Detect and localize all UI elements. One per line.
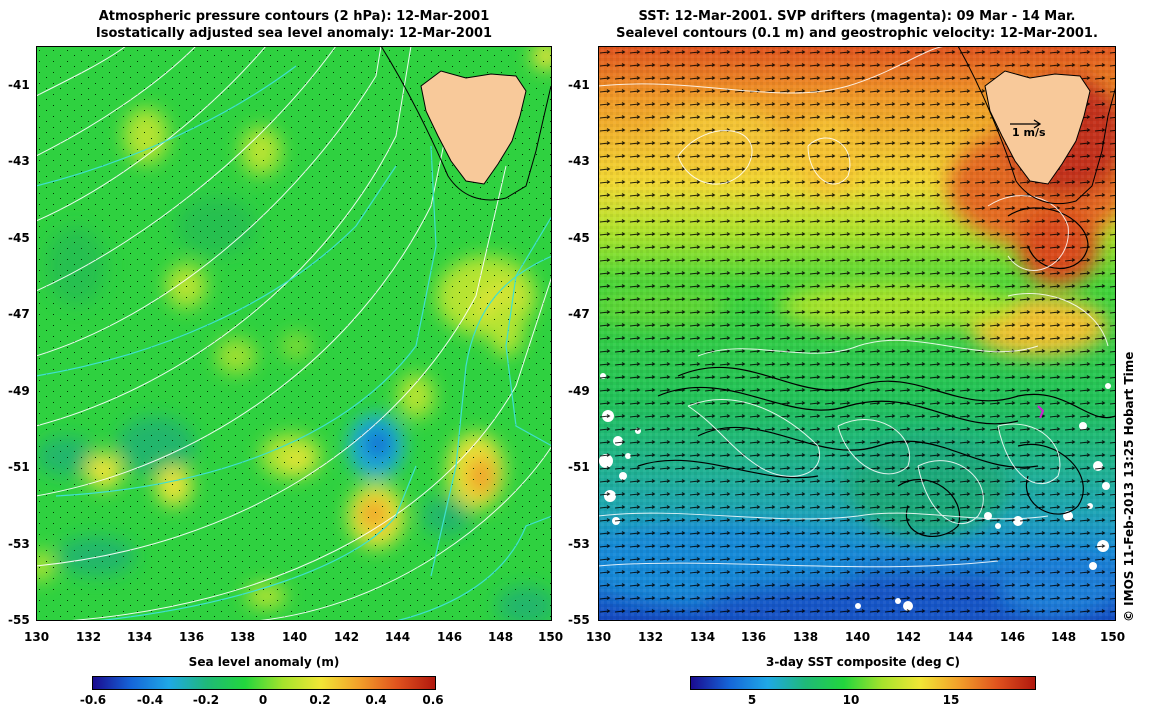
right-title: SST: 12-Mar-2001. SVP drifters (magenta)… [598, 8, 1116, 42]
lon-tick: 140 [845, 630, 871, 644]
credit-text: © IMOS 11-Feb-2013 13:25 Hobart Time [1122, 351, 1136, 622]
sst-map[interactable]: 1 m/s [598, 46, 1116, 621]
lat-tick: -55 [8, 613, 30, 627]
tasmania-land [420, 70, 527, 185]
lon-tick: 150 [1100, 630, 1126, 644]
velocity-scale-arrow [1010, 119, 1042, 129]
left-colorbar-title: Sea level anomaly (m) [188, 655, 340, 669]
lon-tick: 136 [179, 630, 205, 644]
left-title: Atmospheric pressure contours (2 hPa): 1… [36, 8, 552, 42]
colorbar-label: 0.6 [422, 693, 444, 707]
lat-tick: -47 [568, 307, 590, 321]
colorbar-label: 0.4 [365, 693, 387, 707]
lon-tick: 138 [230, 630, 256, 644]
lon-tick: 150 [538, 630, 564, 644]
left-title-line1: Atmospheric pressure contours (2 hPa): 1… [98, 9, 490, 24]
lon-tick: 132 [638, 630, 664, 644]
lon-tick: 148 [488, 630, 514, 644]
lon-tick: 130 [586, 630, 612, 644]
lon-tick: 146 [1000, 630, 1026, 644]
lon-tick: 142 [896, 630, 922, 644]
colorbar-label: 15 [942, 693, 960, 707]
lon-tick: 136 [741, 630, 767, 644]
lat-tick: -41 [568, 78, 590, 92]
sst-field [598, 46, 1116, 621]
lat-tick: -51 [568, 460, 590, 474]
lat-tick: -53 [568, 537, 590, 551]
sea-level-anomaly-field [36, 46, 552, 621]
lat-tick: -45 [8, 231, 30, 245]
lon-tick: 140 [282, 630, 308, 644]
right-title-line2: Sealevel contours (0.1 m) and geostrophi… [616, 26, 1098, 41]
tasmania-land-sst [984, 70, 1091, 185]
colorbar-label: 0.2 [309, 693, 331, 707]
lon-tick: 146 [437, 630, 463, 644]
lat-tick: -53 [8, 537, 30, 551]
lon-tick: 148 [1051, 630, 1077, 644]
lat-tick: -43 [8, 154, 30, 168]
velocity-scale-label: 1 m/s [1012, 126, 1046, 139]
colorbar-label: -0.6 [79, 693, 107, 707]
colorbar-label: 10 [842, 693, 860, 707]
lon-tick: 144 [385, 630, 411, 644]
lat-tick: -47 [8, 307, 30, 321]
lon-tick: 138 [793, 630, 819, 644]
lat-tick: -55 [568, 613, 590, 627]
lon-tick: 132 [76, 630, 102, 644]
lat-tick: -51 [8, 460, 30, 474]
lat-tick: -43 [568, 154, 590, 168]
lat-tick: -45 [568, 231, 590, 245]
colorbar-label: -0.4 [136, 693, 164, 707]
left-title-line2: Isostatically adjusted sea level anomaly… [95, 26, 493, 41]
colorbar-label: -0.2 [192, 693, 220, 707]
lat-tick: -49 [568, 384, 590, 398]
lon-tick: 144 [948, 630, 974, 644]
right-colorbar-title: 3-day SST composite (deg C) [765, 655, 961, 669]
lat-tick: -41 [8, 78, 30, 92]
lon-tick: 130 [24, 630, 50, 644]
lon-tick: 142 [334, 630, 360, 644]
right-title-line1: SST: 12-Mar-2001. SVP drifters (magenta)… [638, 9, 1076, 24]
right-colorbar [690, 676, 1036, 690]
colorbar-label: 0 [258, 693, 268, 707]
lon-tick: 134 [690, 630, 716, 644]
lat-tick: -49 [8, 384, 30, 398]
sea-level-anomaly-map[interactable] [36, 46, 552, 621]
left-colorbar [92, 676, 436, 690]
colorbar-label: 5 [747, 693, 757, 707]
lon-tick: 134 [127, 630, 153, 644]
